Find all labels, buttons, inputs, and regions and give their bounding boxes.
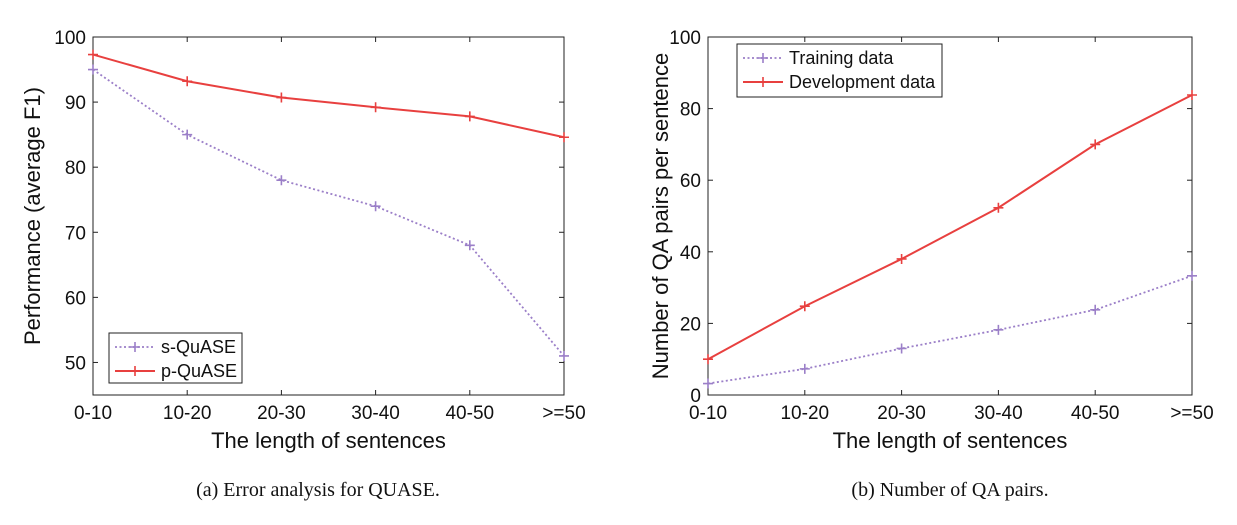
legend: Training data Development data xyxy=(736,43,943,98)
legend-box xyxy=(108,332,243,384)
y-tick-label: 100 xyxy=(54,28,86,49)
plot-area-frame xyxy=(707,36,1193,396)
series-line-training-data xyxy=(707,274,1193,385)
figure-caption: (b) Number of QA pairs. xyxy=(851,479,1048,501)
data-point-marker xyxy=(464,111,475,122)
data-point-marker xyxy=(896,253,907,264)
series-line-s-quase xyxy=(92,68,565,357)
legend-swatch-marker xyxy=(130,366,140,376)
y-tick-label: 80 xyxy=(65,158,86,179)
data-point-marker xyxy=(370,201,381,212)
series-line-p-quase xyxy=(92,53,565,139)
x-tick-label: 10-20 xyxy=(780,403,829,424)
x-axis-title: The length of sentences xyxy=(833,428,1068,453)
data-point-marker xyxy=(182,129,193,140)
data-point-marker xyxy=(1090,304,1101,315)
y-tick-label: 80 xyxy=(680,100,701,121)
x-tick-label: 40-50 xyxy=(445,403,494,424)
data-point-marker xyxy=(993,324,1004,335)
data-point-marker xyxy=(799,363,810,374)
data-point-marker xyxy=(559,132,569,143)
y-axis-title: Performance (average F1) xyxy=(20,87,45,345)
legend-label: p-QuASE xyxy=(161,361,237,381)
y-tick-label: 20 xyxy=(680,314,701,335)
data-point-marker xyxy=(703,354,713,365)
legend-swatch-marker xyxy=(130,342,140,352)
data-point-marker xyxy=(1090,139,1101,150)
data-point-marker xyxy=(1187,270,1197,281)
legend-label: Training data xyxy=(789,48,894,68)
data-point-marker xyxy=(1187,89,1197,100)
legend-label: s-QuASE xyxy=(161,337,236,357)
data-point-marker xyxy=(182,76,193,87)
data-point-marker xyxy=(370,102,381,113)
x-tick-label: 30-40 xyxy=(974,403,1023,424)
x-tick-label: >=50 xyxy=(542,403,585,424)
data-point-marker xyxy=(799,301,810,312)
x-tick-label: 20-30 xyxy=(877,403,926,424)
y-tick-label: 60 xyxy=(65,288,86,309)
x-tick-label: >=50 xyxy=(1170,403,1213,424)
x-axis-title: The length of sentences xyxy=(211,428,446,453)
series-line-development-data xyxy=(707,94,1193,361)
x-tick-label: 10-20 xyxy=(163,403,212,424)
x-tick-label: 0-10 xyxy=(689,403,727,424)
data-point-marker xyxy=(559,350,569,361)
data-point-marker xyxy=(88,49,98,60)
data-point-marker xyxy=(88,64,98,75)
data-point-marker xyxy=(896,343,907,354)
data-point-marker xyxy=(993,202,1004,213)
data-point-marker xyxy=(703,378,713,389)
legend: s-QuASE p-QuASE xyxy=(108,332,243,384)
data-point-marker xyxy=(276,92,287,103)
legend-swatch-marker xyxy=(758,77,768,87)
y-tick-label: 0 xyxy=(690,386,701,407)
chart-qa-pairs: 0-10 10-20 20-30 30-40 40-50 >=50 0 20 40 60 80 100… xyxy=(648,28,1214,501)
x-tick-label: 0-10 xyxy=(74,403,112,424)
y-tick-label: 70 xyxy=(65,223,86,244)
legend-box xyxy=(736,43,943,98)
figure-caption: (a) Error analysis for QUASE. xyxy=(196,479,440,501)
y-axis-title: Number of QA pairs per sentence xyxy=(648,53,673,380)
legend-swatch-marker xyxy=(758,53,768,63)
x-tick-label: 40-50 xyxy=(1071,403,1120,424)
x-tick-label: 30-40 xyxy=(351,403,400,424)
data-point-marker xyxy=(464,240,475,251)
y-tick-label: 90 xyxy=(65,93,86,114)
y-tick-label: 60 xyxy=(680,171,701,192)
y-tick-label: 100 xyxy=(669,28,701,49)
chart-error-analysis: 0-10 10-20 20-30 30-40 40-50 >=50 50 60 70 80 90 10… xyxy=(20,28,586,501)
y-tick-label: 50 xyxy=(65,353,86,374)
y-tick-label: 40 xyxy=(680,243,701,264)
plot-area-frame xyxy=(92,36,565,396)
data-point-marker xyxy=(276,175,287,186)
x-tick-label: 20-30 xyxy=(257,403,306,424)
legend-label: Development data xyxy=(789,72,936,92)
